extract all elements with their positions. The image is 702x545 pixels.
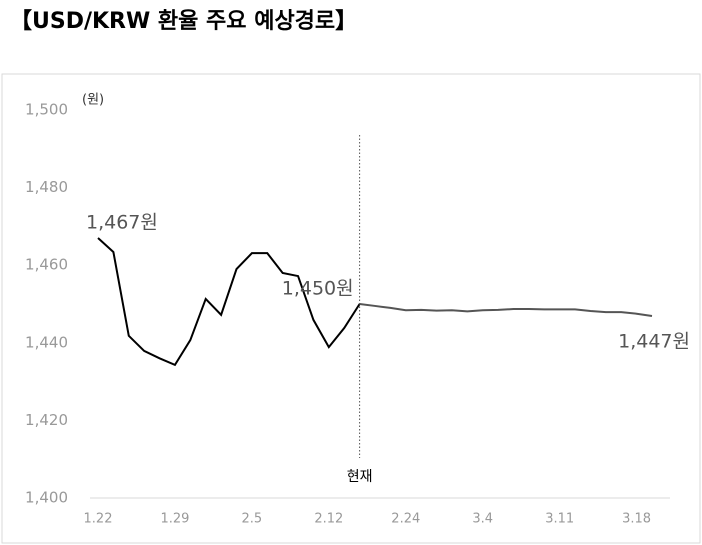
series-line (359, 303, 653, 318)
chart-title: 【USD/KRW 환율 주요 예상경로】 (10, 9, 357, 34)
y-tick-label: 1,460 (25, 256, 68, 274)
x-tick-label: 3.18 (622, 512, 651, 527)
x-tick-label: 2.24 (391, 512, 420, 527)
value-label: 1,450원 (282, 278, 354, 300)
y-unit: (원) (82, 93, 104, 108)
chart-frame (1, 73, 701, 544)
x-tick-label: 3.4 (472, 512, 493, 527)
y-tick-label: 1,420 (25, 411, 68, 429)
x-tick-label: 1.22 (84, 512, 113, 527)
series-line (97, 237, 361, 367)
y-tick-label: 1,480 (25, 178, 68, 196)
y-tick-label: 1,400 (25, 489, 68, 507)
y-tick-label: 1,500 (25, 101, 68, 119)
value-label: 1,447원 (618, 331, 690, 353)
y-tick-label: 1,440 (25, 333, 68, 351)
value-label: 1,467원 (86, 212, 158, 234)
x-tick-label: 2.5 (242, 512, 263, 527)
x-tick-label: 3.11 (545, 512, 574, 527)
x-tick-label: 2.12 (314, 512, 343, 527)
x-tick-label: 1.29 (160, 512, 189, 527)
current-label: 현재 (347, 469, 373, 485)
